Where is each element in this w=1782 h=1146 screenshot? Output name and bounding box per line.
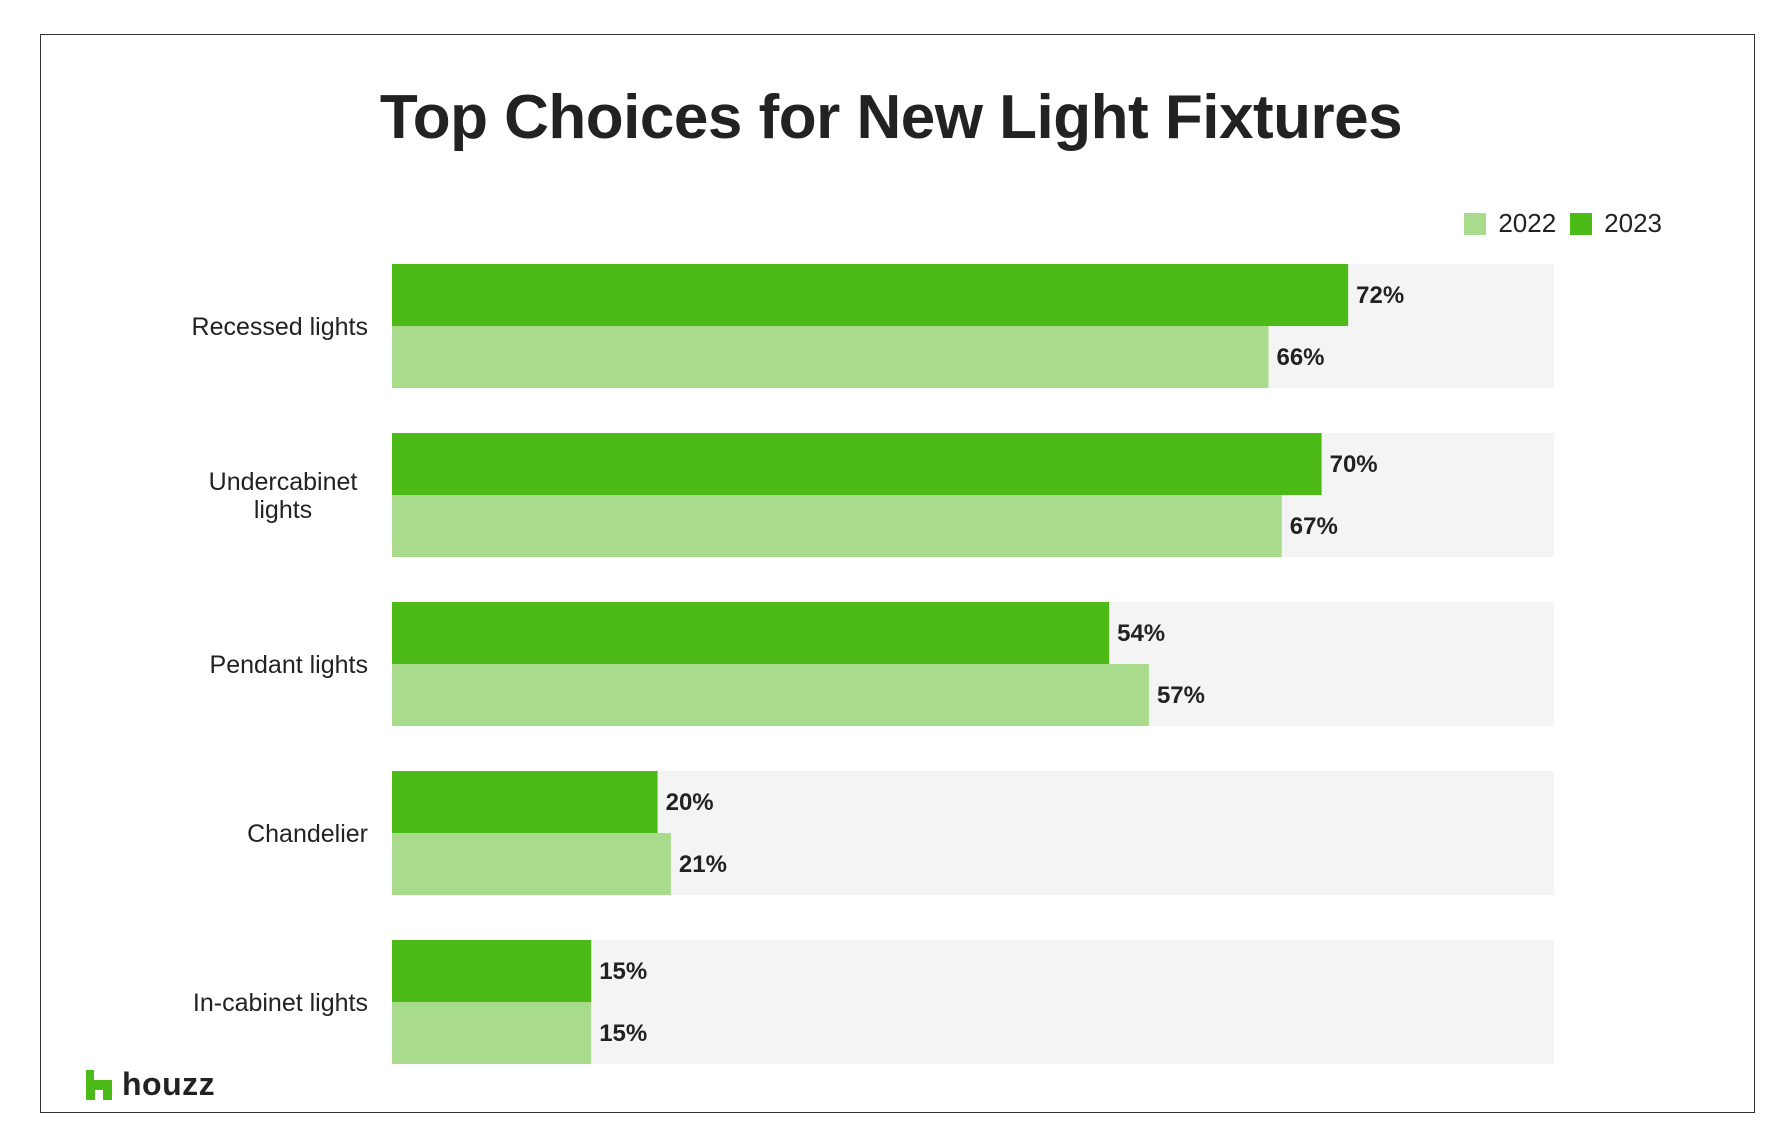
chart-legend: 2022 2023 [1450, 208, 1662, 239]
category-label: Chandelier [247, 820, 368, 848]
data-label-2023: 70% [1330, 451, 1378, 478]
category-label: Undercabinet [209, 468, 358, 496]
legend-swatch-2023 [1570, 212, 1593, 235]
bar-2023 [392, 602, 1110, 664]
data-label-2022: 15% [599, 1020, 647, 1047]
bar-2023 [392, 433, 1322, 495]
legend-label-2023: 2023 [1604, 208, 1662, 238]
data-label-2023: 72% [1356, 282, 1404, 309]
category-label: Recessed lights [192, 313, 368, 341]
houzz-logo: houzz [86, 1066, 215, 1103]
legend-item-2022: 2022 [1464, 208, 1556, 239]
data-label-2022: 21% [679, 851, 727, 878]
bar-2022 [392, 326, 1269, 388]
data-label-2023: 15% [599, 958, 647, 985]
bar-2022 [392, 495, 1282, 557]
data-label-2022: 67% [1290, 513, 1338, 540]
category-label: In-cabinet lights [193, 989, 368, 1017]
bar-2022 [392, 1002, 592, 1064]
houzz-logo-icon [86, 1069, 112, 1100]
bar-2023 [392, 771, 658, 833]
category-label: lights [254, 496, 312, 524]
legend-label-2022: 2022 [1498, 208, 1557, 238]
houzz-logo-text: houzz [122, 1066, 216, 1102]
bar-2022 [392, 664, 1149, 726]
bar-2023 [392, 264, 1349, 326]
chart-title: Top Choices for New Light Fixtures [379, 83, 1403, 152]
data-label-2022: 57% [1157, 682, 1205, 709]
data-label-2023: 54% [1117, 620, 1165, 647]
data-label-2022: 66% [1276, 344, 1324, 371]
data-label-2023: 20% [666, 789, 714, 816]
chart-frame [40, 34, 1755, 1113]
legend-swatch-2022 [1464, 212, 1487, 235]
bar-2022 [392, 833, 671, 895]
category-label: Pendant lights [210, 651, 368, 679]
legend-item-2023: 2023 [1570, 208, 1662, 239]
bar-2023 [392, 940, 592, 1002]
